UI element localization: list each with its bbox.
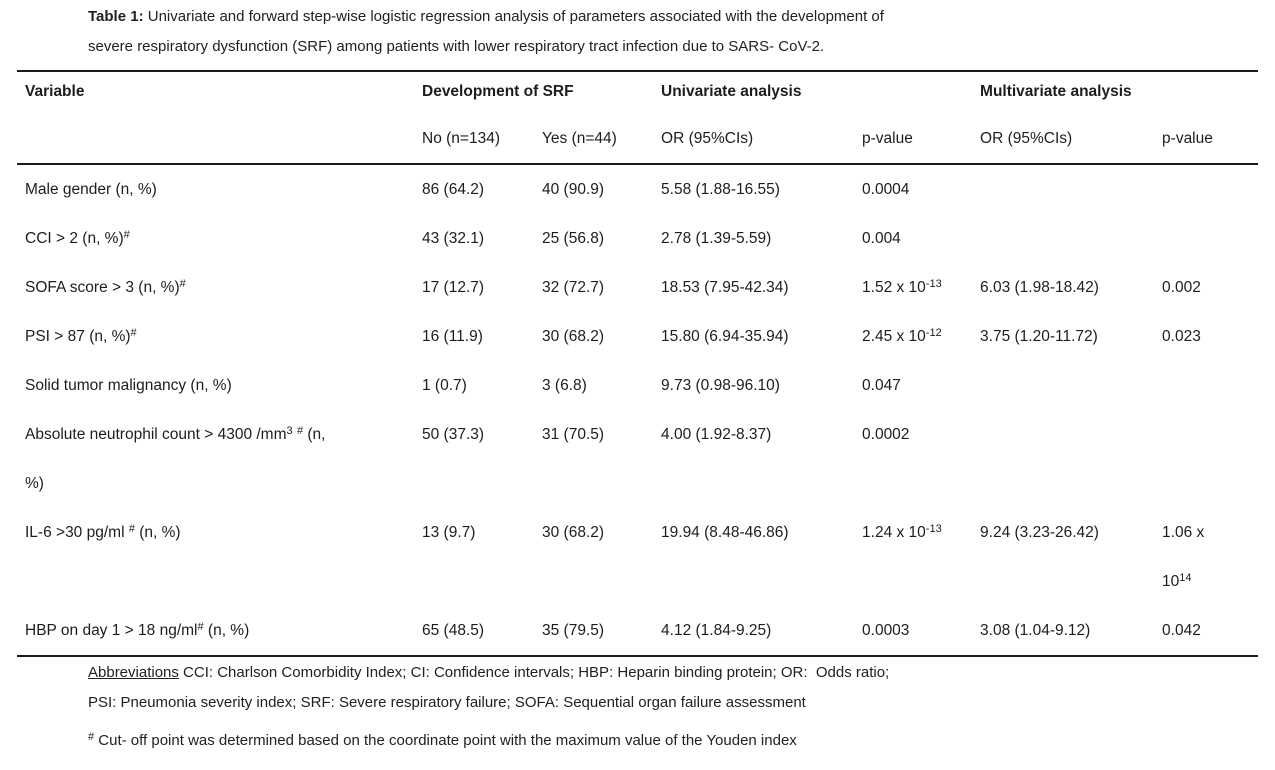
table-row: Solid tumor malignancy (n, %) 1 (0.7) 3 … — [17, 361, 1258, 410]
cell-no-srf: 16 (11.9) — [422, 328, 483, 345]
cell-univariate-or: 4.12 (1.84-9.25) — [661, 622, 772, 639]
cell-multivariate-or — [980, 361, 1162, 410]
cell-yes-srf: 31 (70.5) — [542, 426, 605, 443]
cell-univariate-or: 4.00 (1.92-8.37) — [661, 426, 772, 443]
cell-no-srf: 65 (48.5) — [422, 622, 485, 639]
cell-multivariate-or: 3.75 (1.20-11.72) — [980, 328, 1098, 345]
cell-yes-srf: 32 (72.7) — [542, 279, 605, 296]
cell-univariate-p: 2.45 x 10-12 — [862, 327, 942, 346]
header-univariate-or: OR (95%CIs) — [661, 130, 754, 147]
abbreviations: Abbreviations CCI: Charlson Comorbidity … — [88, 658, 889, 718]
caption-line-2: severe respiratory dysfunction (SRF) amo… — [88, 38, 825, 55]
cell-multivariate-p — [1162, 410, 1258, 508]
cell-univariate-p: 1.24 x 10-13 — [862, 523, 942, 542]
table-row: Male gender (n, %) 86 (64.2) 40 (90.9) 5… — [17, 164, 1258, 214]
cell-multivariate-or — [980, 164, 1162, 214]
cell-no-srf: 1 (0.7) — [422, 377, 467, 394]
table-row: CCI > 2 (n, %)# 43 (32.1) 25 (56.8) 2.78… — [17, 214, 1258, 263]
cell-univariate-p: 0.0002 — [862, 426, 910, 443]
cell-variable: SOFA score > 3 (n, %)# — [25, 278, 186, 297]
cell-variable: Male gender (n, %) — [25, 181, 157, 198]
header-group-development-srf: Development of SRF — [422, 83, 574, 100]
cell-yes-srf: 35 (79.5) — [542, 622, 605, 639]
cell-yes-srf: 40 (90.9) — [542, 181, 605, 198]
cell-multivariate-or — [980, 410, 1162, 508]
header-group-univariate: Univariate analysis — [661, 83, 802, 100]
abbrev-line-2: PSI: Pneumonia severity index; SRF: Seve… — [88, 694, 806, 711]
cell-multivariate-p — [1162, 361, 1258, 410]
cell-no-srf: 17 (12.7) — [422, 279, 485, 296]
footnote: # Cut- off point was determined based on… — [88, 731, 797, 750]
cell-variable: IL-6 >30 pg/ml # (n, %) — [25, 523, 181, 542]
cell-multivariate-p: 0.042 — [1162, 622, 1201, 639]
cell-univariate-or: 18.53 (7.95-42.34) — [661, 279, 789, 296]
cell-variable: Solid tumor malignancy (n, %) — [25, 377, 232, 394]
cell-univariate-or: 19.94 (8.48-46.86) — [661, 524, 789, 541]
cell-univariate-p: 0.004 — [862, 230, 901, 247]
cell-yes-srf: 25 (56.8) — [542, 230, 605, 247]
cell-variable: CCI > 2 (n, %)# — [25, 229, 130, 248]
cell-no-srf: 13 (9.7) — [422, 524, 476, 541]
table-caption: Table 1: Univariate and forward step-wis… — [88, 2, 884, 62]
table-row: SOFA score > 3 (n, %)# 17 (12.7) 32 (72.… — [17, 263, 1258, 312]
header-yes-srf: Yes (n=44) — [542, 130, 617, 147]
header-sub-row: No (n=134) Yes (n=44) OR (95%CIs) p-valu… — [17, 101, 1258, 164]
abbrev-line-1: Abbreviations CCI: Charlson Comorbidity … — [88, 658, 889, 688]
caption-line-1: Table 1: Univariate and forward step-wis… — [88, 2, 884, 32]
header-group-row: Variable Development of SRF Univariate a… — [17, 71, 1258, 101]
caption-label: Table 1: — [88, 8, 144, 25]
cell-yes-srf: 30 (68.2) — [542, 524, 605, 541]
cell-univariate-or: 9.73 (0.98-96.10) — [661, 377, 780, 394]
cell-univariate-p: 0.0004 — [862, 181, 910, 198]
header-multivariate-p: p-value — [1162, 130, 1213, 147]
cell-yes-srf: 30 (68.2) — [542, 328, 605, 345]
cell-univariate-or: 15.80 (6.94-35.94) — [661, 328, 789, 345]
header-group-multivariate: Multivariate analysis — [980, 83, 1132, 100]
table-row: IL-6 >30 pg/ml # (n, %) 13 (9.7) 30 (68.… — [17, 508, 1258, 606]
cell-no-srf: 50 (37.3) — [422, 426, 485, 443]
caption-text-1: Univariate and forward step-wise logisti… — [147, 8, 884, 25]
cell-variable: PSI > 87 (n, %)# — [25, 327, 137, 346]
cell-variable: HBP on day 1 > 18 ng/ml# (n, %) — [25, 621, 250, 640]
table-row: Absolute neutrophil count > 4300 /mm3 # … — [17, 410, 1258, 508]
header-multivariate-or: OR (95%CIs) — [980, 130, 1073, 147]
cell-univariate-p: 0.0003 — [862, 622, 910, 639]
table-header: Variable Development of SRF Univariate a… — [17, 71, 1259, 164]
cell-multivariate-p — [1162, 214, 1258, 263]
cell-multivariate-or: 3.08 (1.04-9.12) — [980, 622, 1091, 639]
table-body: Male gender (n, %) 86 (64.2) 40 (90.9) 5… — [17, 164, 1259, 656]
header-univariate-p: p-value — [862, 130, 913, 147]
header-variable: Variable — [25, 83, 85, 100]
cell-no-srf: 43 (32.1) — [422, 230, 485, 247]
table-row: PSI > 87 (n, %)# 16 (11.9) 30 (68.2) 15.… — [17, 312, 1258, 361]
abbrev-text-1: CCI: Charlson Comorbidity Index; CI: Con… — [178, 664, 890, 681]
cell-multivariate-p: 0.023 — [1162, 328, 1201, 345]
header-no-srf: No (n=134) — [422, 130, 500, 147]
header-spacer — [17, 101, 422, 164]
cell-univariate-or: 5.58 (1.88-16.55) — [661, 181, 780, 198]
cell-univariate-or: 2.78 (1.39-5.59) — [661, 230, 772, 247]
cell-multivariate-or: 9.24 (3.23-26.42) — [980, 524, 1099, 541]
cell-univariate-p: 0.047 — [862, 377, 901, 394]
cell-variable: Absolute neutrophil count > 4300 /mm3 # … — [25, 425, 326, 493]
cell-multivariate-p — [1162, 164, 1258, 214]
cell-yes-srf: 3 (6.8) — [542, 377, 587, 394]
results-table: Variable Development of SRF Univariate a… — [17, 70, 1259, 657]
cell-multivariate-p: 0.002 — [1162, 279, 1201, 296]
cell-univariate-p: 1.52 x 10-13 — [862, 278, 942, 297]
abbrev-label: Abbreviations — [88, 664, 179, 681]
cell-multivariate-or: 6.03 (1.98-18.42) — [980, 279, 1099, 296]
cell-no-srf: 86 (64.2) — [422, 181, 485, 198]
cell-multivariate-or — [980, 214, 1162, 263]
table-row: HBP on day 1 > 18 ng/ml# (n, %) 65 (48.5… — [17, 606, 1258, 656]
cell-multivariate-p: 1.06 x 1014 — [1162, 524, 1205, 590]
